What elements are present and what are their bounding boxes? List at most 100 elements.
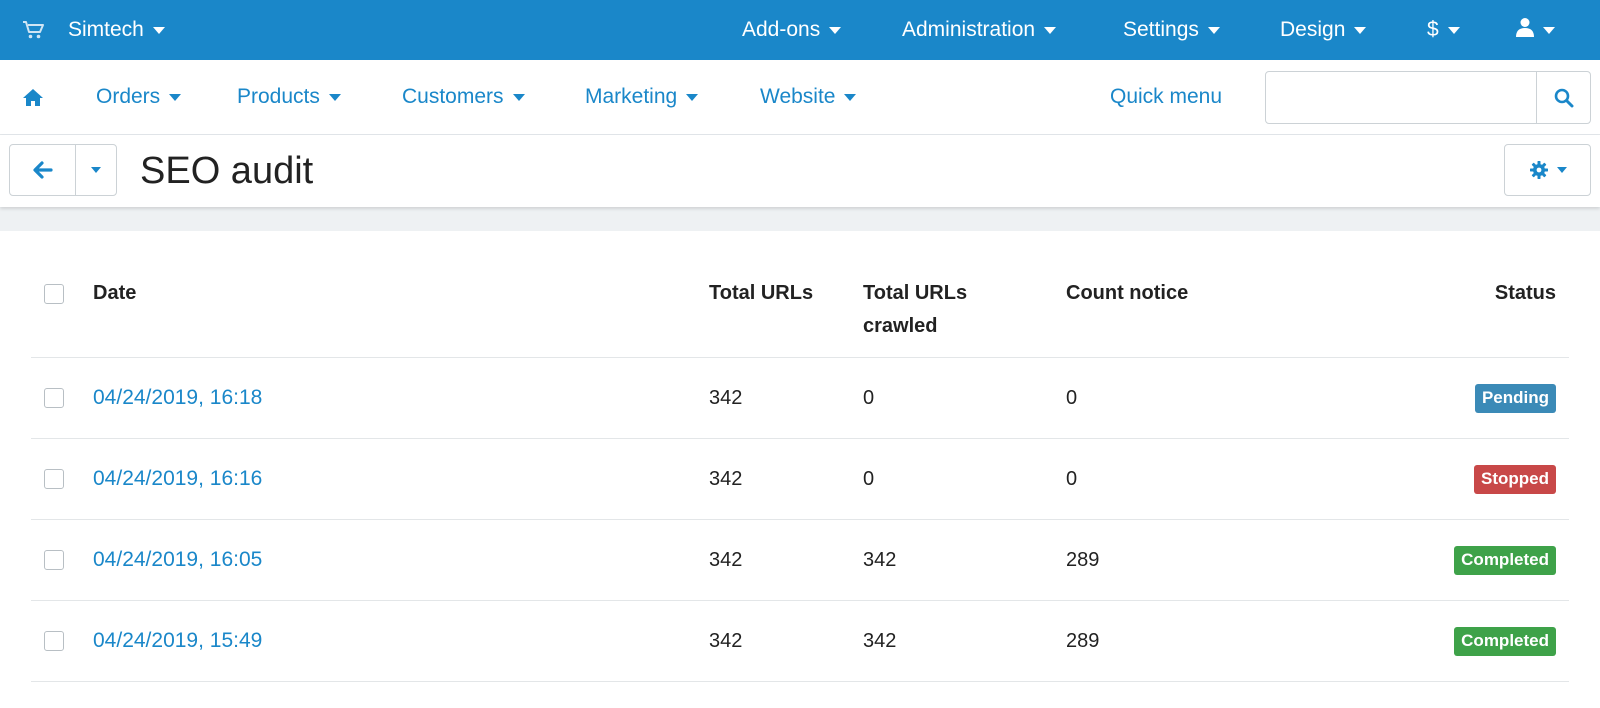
- header-total-crawled-label: Total URLs crawled: [863, 282, 968, 337]
- back-button[interactable]: [10, 145, 76, 195]
- chevron-down-icon: [686, 93, 699, 101]
- menu-user[interactable]: [1516, 0, 1555, 60]
- status-cell: Stopped: [1366, 438, 1569, 520]
- chevron-down-icon: [512, 93, 525, 101]
- quick-menu-link[interactable]: Quick menu: [1110, 85, 1223, 108]
- chevron-down-icon: [328, 93, 341, 101]
- notice-cell: 0: [1066, 357, 1366, 439]
- audit-date-link[interactable]: 04/24/2019, 15:49: [93, 629, 263, 652]
- table-row: 04/24/2019, 16:05 342 342 289 Completed: [31, 519, 1569, 601]
- total-urls-cell: 342: [709, 600, 863, 682]
- search-input[interactable]: [1266, 72, 1537, 123]
- page-title: SEO audit: [140, 150, 314, 192]
- nav-products-label: Products: [237, 85, 320, 108]
- header-date[interactable]: Date: [93, 259, 709, 358]
- search-box: [1265, 71, 1591, 124]
- chevron-down-icon: [1207, 26, 1220, 34]
- notice-cell: 289: [1066, 600, 1366, 682]
- row-checkbox[interactable]: [44, 388, 64, 409]
- store-name: Simtech: [68, 18, 144, 41]
- chevron-down-icon: [169, 93, 182, 101]
- status-cell: Completed: [1366, 519, 1569, 601]
- arrow-left-icon: [32, 161, 53, 179]
- select-all-checkbox[interactable]: [44, 283, 64, 304]
- nav-marketing-label: Marketing: [585, 85, 678, 108]
- chevron-down-icon: [1354, 26, 1367, 34]
- nav-products[interactable]: Products: [237, 60, 341, 134]
- nav-website-label: Website: [760, 85, 836, 108]
- settings-dropdown-button[interactable]: [1504, 144, 1591, 196]
- audit-date-link[interactable]: 04/24/2019, 16:18: [93, 386, 263, 409]
- crawled-cell: 342: [863, 519, 1066, 601]
- menu-administration-label: Administration: [902, 18, 1036, 41]
- title-bar: SEO audit: [0, 135, 1600, 207]
- search-icon: [1554, 88, 1573, 107]
- notice-cell: 289: [1066, 519, 1366, 601]
- crawled-cell: 0: [863, 438, 1066, 520]
- status-badge: Completed: [1454, 545, 1556, 575]
- table-row: 04/24/2019, 15:49 342 342 289 Completed: [31, 600, 1569, 682]
- row-checkbox-cell: [31, 357, 93, 439]
- menu-addons-label: Add-ons: [742, 18, 821, 41]
- back-dropdown-button[interactable]: [76, 145, 116, 195]
- nav-website[interactable]: Website: [760, 60, 857, 134]
- nav-orders[interactable]: Orders: [96, 60, 182, 134]
- menu-settings-label: Settings: [1123, 18, 1199, 41]
- main-nav: Orders Products Customers Marketing Webs…: [0, 60, 1600, 135]
- chevron-down-icon: [829, 26, 842, 34]
- date-cell: 04/24/2019, 15:49: [93, 600, 709, 682]
- row-checkbox[interactable]: [44, 469, 64, 490]
- date-cell: 04/24/2019, 16:16: [93, 438, 709, 520]
- header-status[interactable]: Status: [1366, 259, 1569, 358]
- menu-currency[interactable]: $: [1427, 0, 1460, 60]
- menu-design-label: Design: [1280, 18, 1346, 41]
- chevron-down-icon: [1543, 26, 1555, 34]
- menu-design[interactable]: Design: [1280, 0, 1367, 60]
- notice-cell: 0: [1066, 438, 1366, 520]
- chevron-down-icon: [1556, 167, 1567, 173]
- user-icon: [1516, 17, 1534, 43]
- status-cell: Pending: [1366, 357, 1569, 439]
- nav-orders-label: Orders: [96, 85, 161, 108]
- back-button-group: [9, 144, 117, 196]
- audit-date-link[interactable]: 04/24/2019, 16:16: [93, 467, 263, 490]
- status-badge: Completed: [1454, 626, 1556, 656]
- top-bar: Simtech Add-ons Administration Settings …: [0, 0, 1600, 60]
- store-switcher[interactable]: Simtech: [68, 0, 165, 60]
- table-row: 04/24/2019, 16:18 342 0 0 Pending: [31, 357, 1569, 439]
- seo-audit-table: Date Total URLs Total URLs crawled Count…: [31, 259, 1569, 682]
- total-urls-cell: 342: [709, 357, 863, 439]
- search-button[interactable]: [1536, 72, 1590, 123]
- status-badge: Stopped: [1474, 464, 1556, 494]
- header-select-all-cell: [31, 259, 93, 358]
- row-checkbox[interactable]: [44, 550, 64, 571]
- nav-marketing[interactable]: Marketing: [585, 60, 699, 134]
- header-total-urls[interactable]: Total URLs: [709, 259, 863, 358]
- chevron-down-icon: [1447, 26, 1460, 34]
- nav-customers[interactable]: Customers: [402, 60, 525, 134]
- total-urls-cell: 342: [709, 438, 863, 520]
- gear-icon: [1529, 161, 1548, 179]
- date-cell: 04/24/2019, 16:05: [93, 519, 709, 601]
- content-panel: Date Total URLs Total URLs crawled Count…: [0, 231, 1600, 708]
- chevron-down-icon: [91, 167, 101, 173]
- crawled-cell: 342: [863, 600, 1066, 682]
- crawled-cell: 0: [863, 357, 1066, 439]
- row-checkbox-cell: [31, 519, 93, 601]
- header-count-notice[interactable]: Count notice: [1066, 259, 1366, 358]
- menu-settings[interactable]: Settings: [1123, 0, 1220, 60]
- home-icon[interactable]: [22, 60, 44, 134]
- chevron-down-icon: [844, 93, 857, 101]
- row-checkbox[interactable]: [44, 631, 64, 652]
- menu-currency-label: $: [1427, 18, 1439, 41]
- table-header-row: Date Total URLs Total URLs crawled Count…: [31, 259, 1569, 358]
- status-badge: Pending: [1474, 383, 1556, 413]
- audit-date-link[interactable]: 04/24/2019, 16:05: [93, 548, 263, 571]
- table-row: 04/24/2019, 16:16 342 0 0 Stopped: [31, 438, 1569, 520]
- menu-addons[interactable]: Add-ons: [742, 0, 842, 60]
- menu-administration[interactable]: Administration: [902, 0, 1057, 60]
- header-total-crawled[interactable]: Total URLs crawled: [863, 259, 1066, 358]
- nav-customers-label: Customers: [402, 85, 504, 108]
- total-urls-cell: 342: [709, 519, 863, 601]
- shopping-cart-icon[interactable]: [22, 0, 44, 60]
